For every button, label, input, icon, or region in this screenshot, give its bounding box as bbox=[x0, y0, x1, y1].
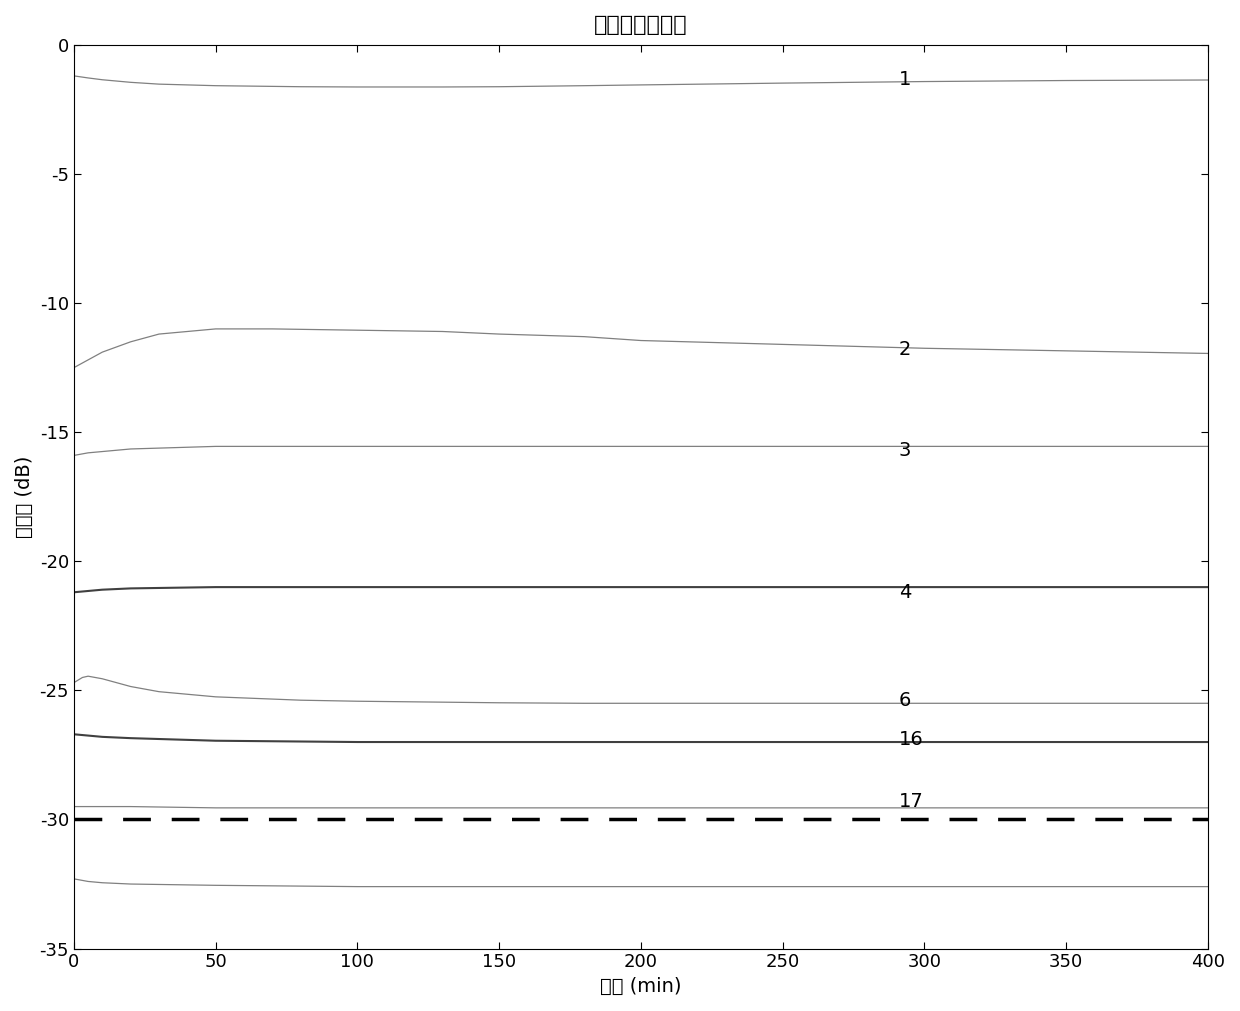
X-axis label: 时间 (min): 时间 (min) bbox=[600, 977, 682, 996]
Y-axis label: 参与度 (dB): 参与度 (dB) bbox=[15, 456, 33, 538]
Text: 16: 16 bbox=[899, 730, 924, 749]
Text: 3: 3 bbox=[899, 441, 911, 460]
Text: 6: 6 bbox=[899, 692, 911, 710]
Text: 2: 2 bbox=[899, 340, 911, 359]
Text: 1: 1 bbox=[899, 70, 911, 89]
Text: 4: 4 bbox=[899, 582, 911, 602]
Title: 特征函数参与度: 特征函数参与度 bbox=[594, 15, 688, 35]
Text: 17: 17 bbox=[899, 792, 924, 811]
